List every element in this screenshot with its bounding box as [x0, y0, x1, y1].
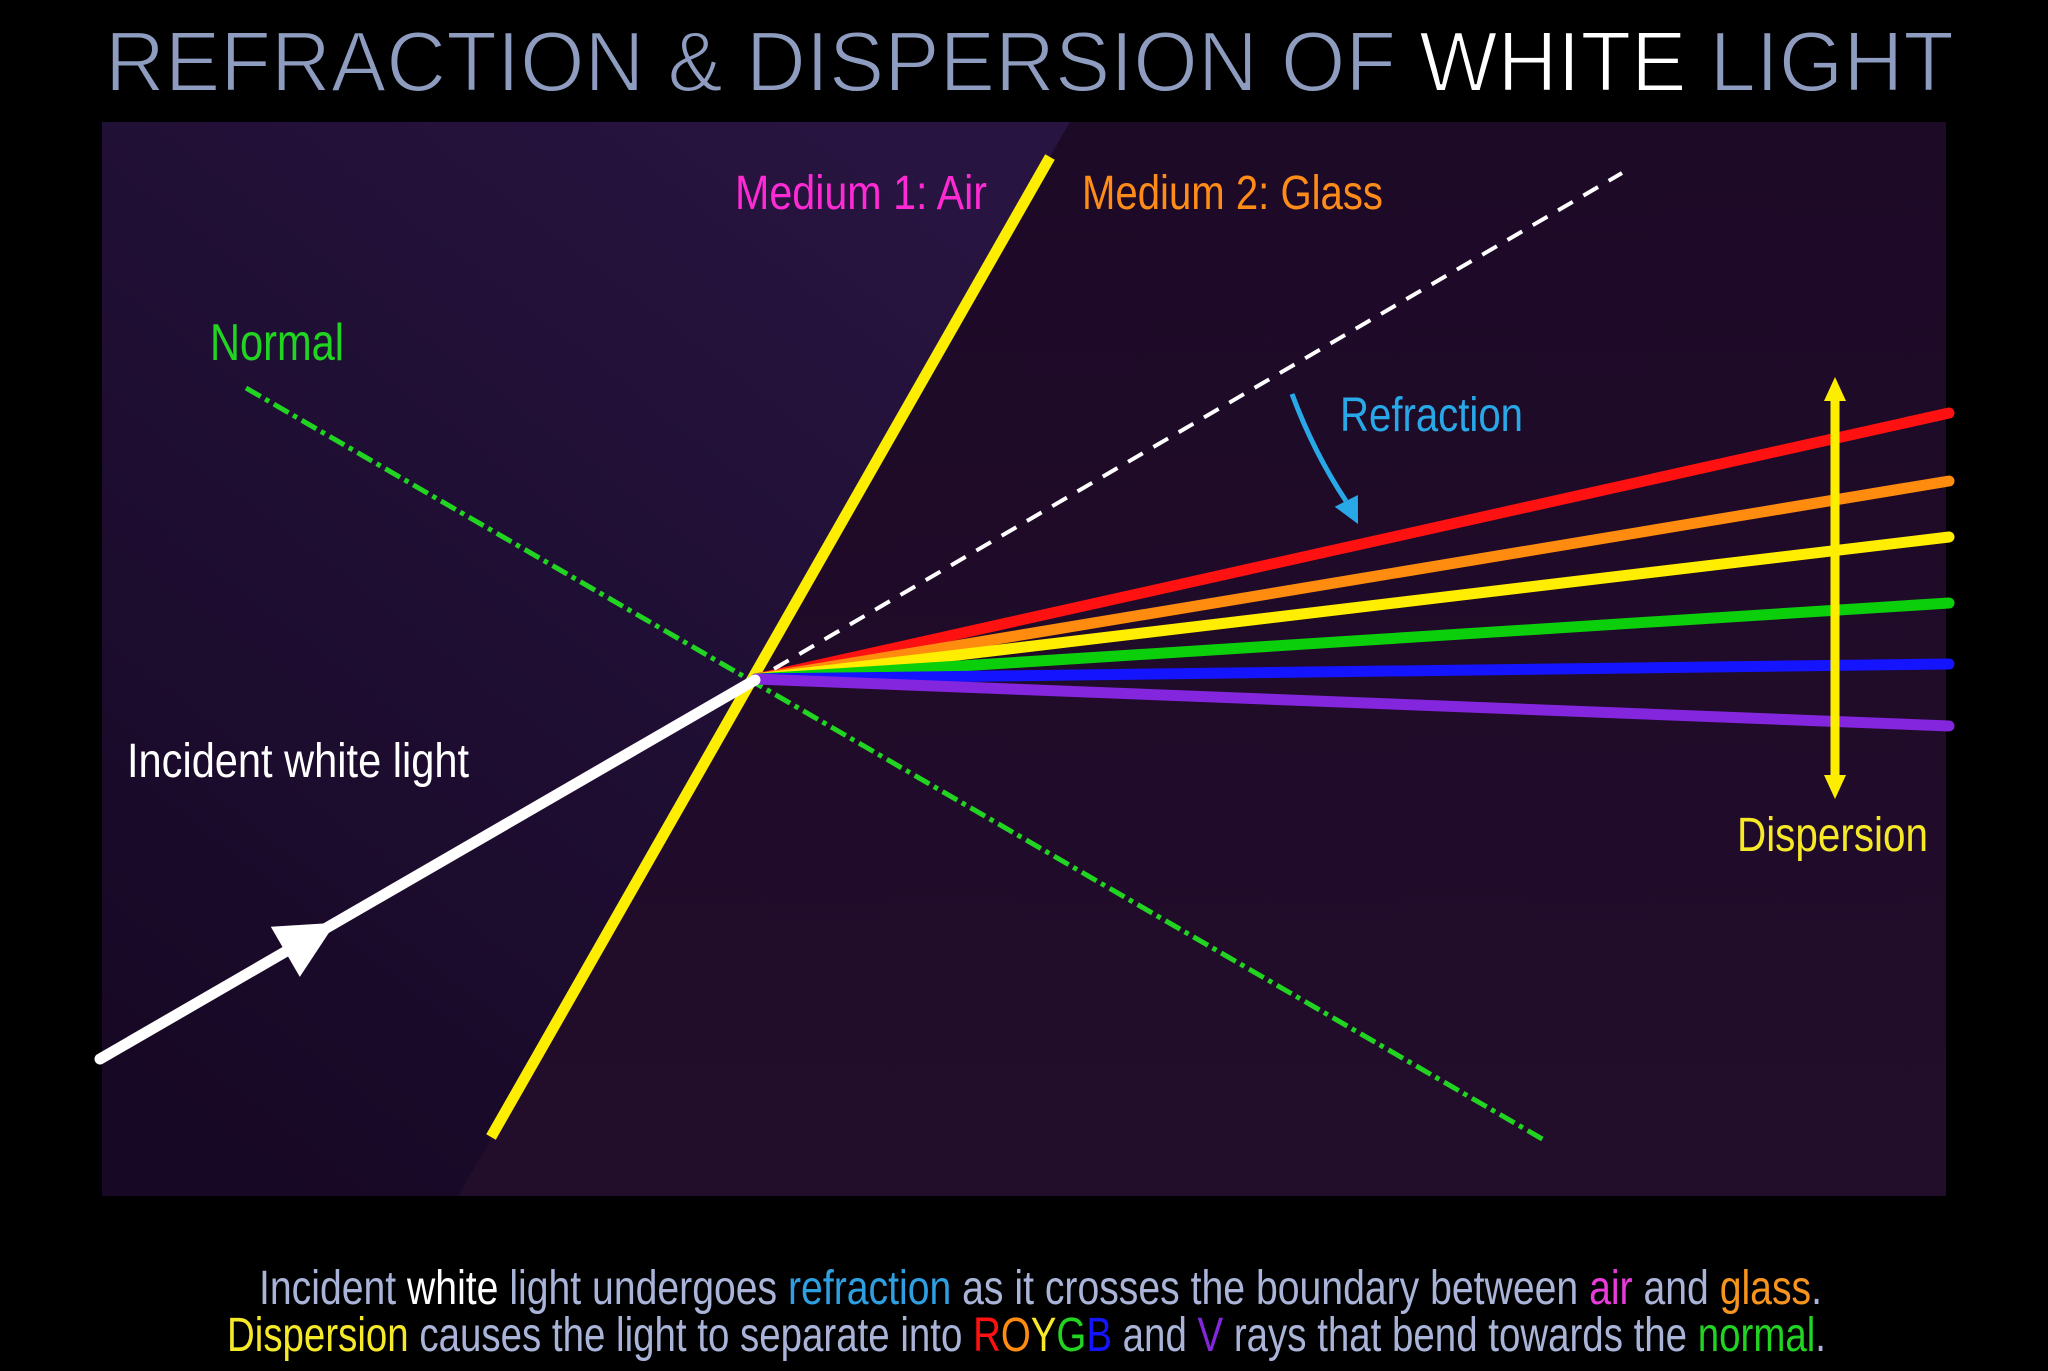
svg-text:Dispersion: Dispersion	[1737, 809, 1928, 862]
svg-text:Dispersion causes the light to: Dispersion causes the light to separate …	[227, 1309, 1826, 1362]
svg-text:Normal: Normal	[210, 314, 344, 372]
svg-text:Medium 2: Glass: Medium 2: Glass	[1082, 167, 1383, 220]
svg-text:Incident white light: Incident white light	[127, 735, 469, 788]
svg-text:Incident white light undergoes: Incident white light undergoes refractio…	[259, 1262, 1822, 1315]
svg-text:Refraction: Refraction	[1340, 389, 1523, 442]
svg-text:REFRACTION & DISPERSION OF WHI: REFRACTION & DISPERSION OF WHITE LIGHT	[105, 15, 1954, 110]
svg-text:Medium 1: Air: Medium 1: Air	[735, 167, 987, 220]
